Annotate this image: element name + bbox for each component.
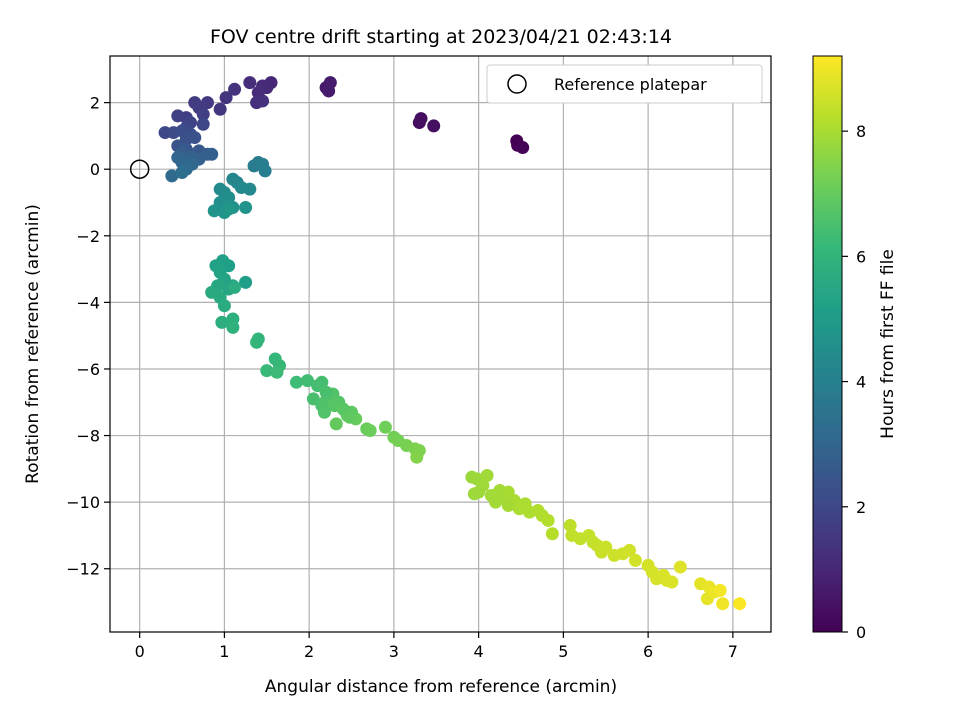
y-tick-label: −12 [66,560,100,579]
legend: Reference platepar [486,64,763,104]
x-tick-label: 2 [304,642,314,661]
data-point [622,543,636,557]
legend-box [486,64,763,104]
data-point [188,131,202,145]
data-point [260,364,274,378]
scatter-points [158,76,747,611]
data-point [315,375,329,389]
legend-entry-reference: Reference platepar [554,75,707,94]
data-point [289,375,303,389]
data-point [250,335,264,349]
data-point [363,424,377,438]
data-point [378,420,392,434]
data-point [196,107,210,121]
colorbar-label: Hours from first FF file [878,249,898,439]
y-tick-label: −4 [76,293,100,312]
data-point [243,76,257,90]
x-tick-label: 6 [643,642,653,661]
chart-title: FOV centre drift starting at 2023/04/21 … [210,26,672,48]
y-tick-label: −10 [66,493,100,512]
data-point [300,374,314,388]
data-point [270,365,284,379]
data-point [329,417,343,431]
data-point [228,82,242,96]
y-tick-label: −6 [76,360,100,379]
data-point [205,147,219,161]
data-point [228,280,242,294]
data-point [165,169,179,183]
data-point [427,119,441,133]
data-point [599,540,613,554]
data-point [628,553,642,567]
data-point [207,204,221,218]
x-tick-label: 3 [389,642,399,661]
data-point [665,575,679,589]
plot-frame [109,55,772,633]
x-tick-label: 1 [219,642,229,661]
grid-lines [110,56,771,632]
data-point [256,94,270,108]
y-tick-label: −8 [76,427,100,446]
data-point [563,518,577,532]
data-point [713,583,727,597]
x-tick-label: 4 [474,642,484,661]
data-point [467,487,481,501]
reference-platepar-marker [129,159,150,179]
data-point [516,141,530,155]
data-point [716,597,730,611]
data-point [243,182,257,196]
data-point [175,166,189,180]
y-tick-label: 0 [90,160,100,179]
data-point [733,597,747,611]
data-point [317,405,331,419]
data-point [196,117,210,131]
x-tick-label: 5 [558,642,568,661]
data-point [343,410,357,424]
data-point [217,299,231,313]
x-axis-ticks: 0 1 2 3 4 5 6 7 [135,632,738,661]
data-point [414,112,428,126]
colorbar [812,55,843,633]
data-point [171,109,185,123]
y-tick-label: 2 [90,94,100,113]
data-point [480,469,494,483]
data-point [319,385,333,399]
data-point [501,498,515,512]
data-point [258,164,272,178]
colorbar-tick-label: 2 [856,498,866,517]
colorbar-ticks: 0 2 4 6 8 [842,122,866,642]
data-point [673,560,687,574]
y-axis-ticks: 2 0 −2 −4 −6 −8 −10 −12 [66,94,110,579]
legend-reference-marker [507,74,527,94]
data-point [239,200,253,214]
data-point [219,91,233,105]
data-point [215,315,229,329]
colorbar-tick-label: 0 [856,623,866,642]
data-point [541,513,555,527]
colorbar-tick-label: 8 [856,122,866,141]
y-tick-label: −2 [76,227,100,246]
reference-marker [129,159,150,179]
data-point [323,76,337,90]
x-tick-label: 7 [728,642,738,661]
colorbar-tick-label: 4 [856,373,866,392]
x-axis-label: Angular distance from reference (arcmin) [265,677,617,697]
data-point [410,450,424,464]
data-point [222,202,236,216]
colorbar-tick-label: 6 [856,247,866,266]
data-point [213,102,227,116]
data-point [226,320,240,334]
y-axis-label: Rotation from reference (arcmin) [23,204,43,484]
data-point [545,527,559,541]
x-tick-label: 0 [135,642,145,661]
data-point [239,275,253,289]
data-point [489,495,503,509]
